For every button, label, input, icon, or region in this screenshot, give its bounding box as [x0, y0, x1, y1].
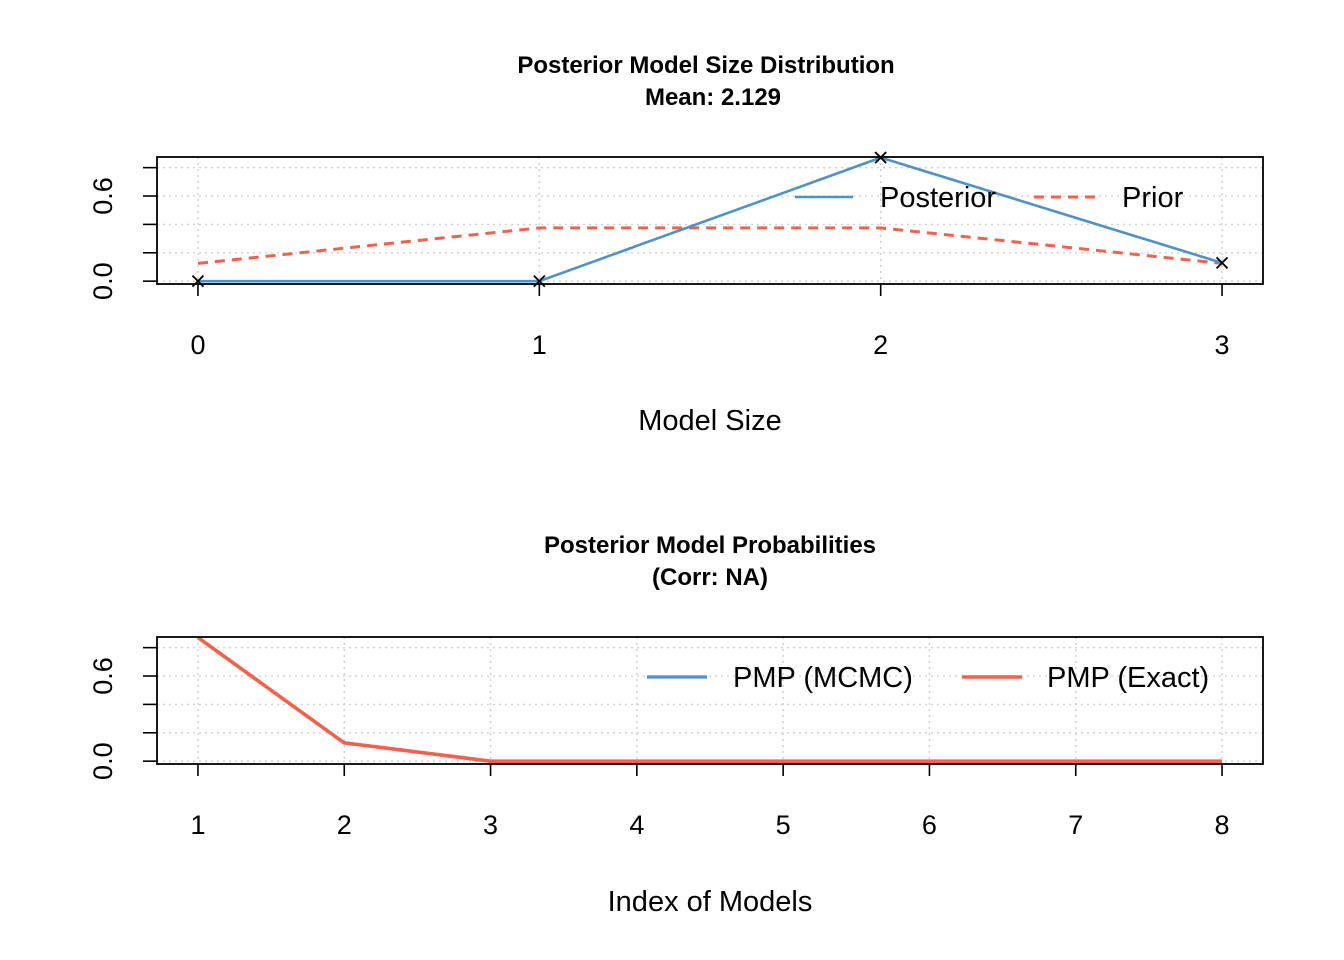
panel1-legend-label-1: Prior — [1122, 182, 1184, 214]
panel1-plot-box — [156, 156, 1264, 285]
panel2-legend-label-0: PMP (MCMC) — [733, 662, 913, 694]
panel1-grid — [157, 157, 1263, 284]
panel1-y-tick-label-0: 0.0 — [88, 262, 118, 300]
panel2-x-tick-label-1: 2 — [337, 810, 352, 840]
panel2-plot-box — [156, 636, 1264, 765]
panel2-y-tick-label-1: 0.6 — [88, 657, 118, 695]
panel2-x-tick-label-5: 6 — [922, 810, 937, 840]
panel2-x-tick-label-0: 1 — [190, 810, 205, 840]
panel1-point-3 — [1215, 256, 1229, 269]
panel2-subtitle: (Corr: NA) — [652, 564, 768, 591]
panel2-series — [196, 636, 1222, 764]
panel1-x-tick-label-3: 3 — [1215, 330, 1230, 360]
panel2-x-axis-label: Index of Models — [608, 886, 813, 918]
panel1-x-axis-label: Model Size — [638, 405, 781, 437]
panel2-legend-label-1: PMP (Exact) — [1047, 662, 1209, 694]
panel1-x-tick-label-2: 2 — [873, 330, 888, 360]
panel2-x-tick-label-2: 3 — [483, 810, 498, 840]
panel1-x-tick-label-0: 0 — [190, 330, 205, 360]
panel2-title: Posterior Model Probabilities — [544, 532, 876, 559]
panel1-point-3-stroke-b — [1215, 256, 1229, 269]
panel1-y-tick-label-1: 0.6 — [88, 177, 118, 215]
panel1-title: Posterior Model Size Distribution — [517, 52, 894, 79]
panel1-series-0-line — [198, 156, 1223, 283]
panel1-series — [191, 151, 1229, 288]
panel1-subtitle: Mean: 2.129 — [645, 84, 781, 111]
panel2-x-tick-label-4: 5 — [776, 810, 791, 840]
panel1-axes: 0 1 2 3 0.0 0.6 — [88, 156, 1264, 360]
panel2-x-tick-label-7: 8 — [1215, 810, 1230, 840]
panel1-series-1-line — [197, 226, 1223, 265]
panel1-legend: Posterior Prior — [795, 182, 1184, 214]
model-probabilities-panel: Posterior Model Probabilities (Corr: NA)… — [88, 532, 1264, 918]
panel1-legend-label-0: Posterior — [880, 182, 996, 214]
model-size-panel: Posterior Model Size Distribution Mean: … — [88, 52, 1264, 437]
panel2-y-tick-label-0: 0.0 — [88, 742, 118, 780]
panel2-x-tick-label-3: 4 — [629, 810, 644, 840]
panel2-series-1-line — [196, 636, 1222, 764]
panel2-x-tick-label-6: 7 — [1068, 810, 1083, 840]
panel1-x-tick-label-1: 1 — [532, 330, 547, 360]
panel2-legend: PMP (MCMC) PMP (Exact) — [647, 662, 1209, 694]
panel2-axes: 1 2 3 4 5 6 7 8 0.0 0.6 — [88, 636, 1264, 840]
